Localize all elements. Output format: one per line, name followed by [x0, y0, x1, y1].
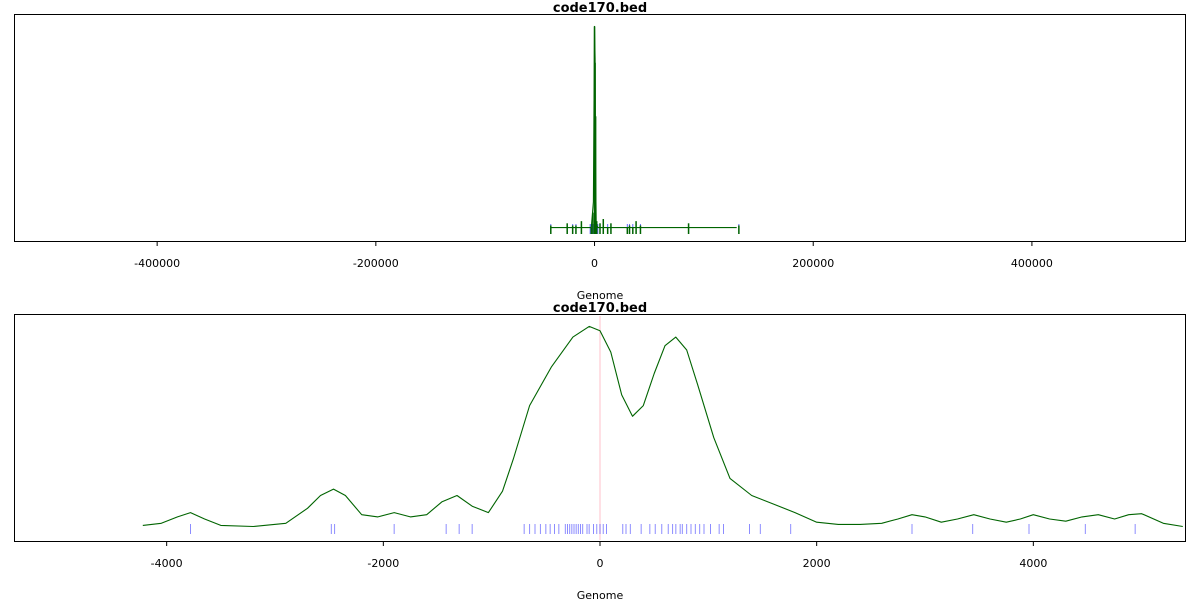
x-axis-top: -400000 -200000 0 200000 400000 — [134, 241, 1053, 270]
series-group-top — [550, 25, 740, 234]
x-axis-bottom: -4000 -2000 0 2000 4000 — [151, 541, 1047, 570]
x-tick-label: 400000 — [1011, 257, 1053, 270]
series-group-bottom — [142, 316, 1183, 540]
x-tick-label: -400000 — [134, 257, 180, 270]
x-axis-label-bottom: Genome — [577, 589, 624, 600]
chart-title-top: code170.bed — [553, 1, 647, 16]
x-tick-label: -2000 — [367, 557, 399, 570]
chart-title-bottom: code170.bed — [553, 301, 647, 316]
x-tick-label: 2000 — [803, 557, 831, 570]
chart-panel-bottom: code170.bed -4000 -2000 0 2000 4000 Genome — [14, 301, 1186, 600]
x-tick-label: -200000 — [353, 257, 399, 270]
density-line — [550, 25, 737, 229]
x-tick-label: 200000 — [792, 257, 834, 270]
chart-panel-top: code170.bed -400000 -200000 0 200000 400000 … — [14, 1, 1186, 302]
plot-frame-top — [14, 14, 1186, 242]
density-line — [142, 325, 1183, 528]
x-tick-label: -4000 — [151, 557, 183, 570]
x-tick-label: 4000 — [1019, 557, 1047, 570]
x-tick-label: 0 — [591, 257, 598, 270]
x-tick-label: 0 — [597, 557, 604, 570]
x-axis-label-top: Genome — [577, 289, 624, 302]
